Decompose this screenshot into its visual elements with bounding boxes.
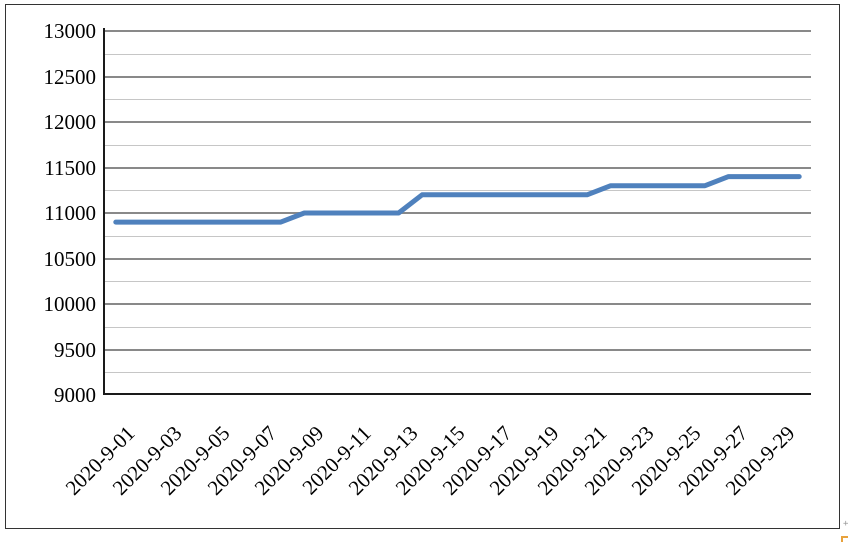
y-tick-label: 10000	[43, 292, 97, 316]
major-gridline	[104, 257, 811, 260]
chart-border	[5, 4, 840, 529]
major-gridline	[104, 348, 811, 351]
data-line-svg	[113, 174, 802, 225]
y-tick-label: 10500	[43, 246, 97, 271]
major-gridline	[104, 75, 811, 78]
major-gridline	[104, 30, 811, 32]
major-gridline	[104, 212, 811, 214]
minor-gridline	[104, 235, 811, 237]
y-tick-label: 9500	[54, 337, 96, 362]
series-line	[113, 174, 802, 225]
y-tick-label: 13000	[43, 19, 97, 43]
minor-gridline	[104, 53, 811, 55]
major-gridline	[104, 121, 811, 123]
y-tick-label: 9000	[54, 383, 96, 407]
y-tick-label: 12000	[43, 110, 97, 134]
orange-resize-handle-icon	[841, 536, 843, 542]
x-axis-line	[104, 393, 811, 395]
plus-mark: +	[843, 519, 848, 529]
orange-resize-handle-icon	[841, 536, 848, 538]
y-axis-line	[103, 28, 105, 395]
y-tick-label: 11500	[44, 155, 96, 180]
minor-gridline	[104, 372, 811, 374]
minor-gridline	[104, 190, 811, 192]
minor-gridline	[104, 326, 811, 328]
plot-area	[104, 30, 811, 395]
y-tick-label: 11000	[44, 201, 96, 225]
y-tick-label: 12500	[43, 64, 97, 89]
major-gridline	[104, 303, 811, 305]
major-gridline	[104, 166, 811, 169]
minor-gridline	[104, 281, 811, 283]
minor-gridline	[104, 99, 811, 101]
minor-gridline	[104, 144, 811, 146]
